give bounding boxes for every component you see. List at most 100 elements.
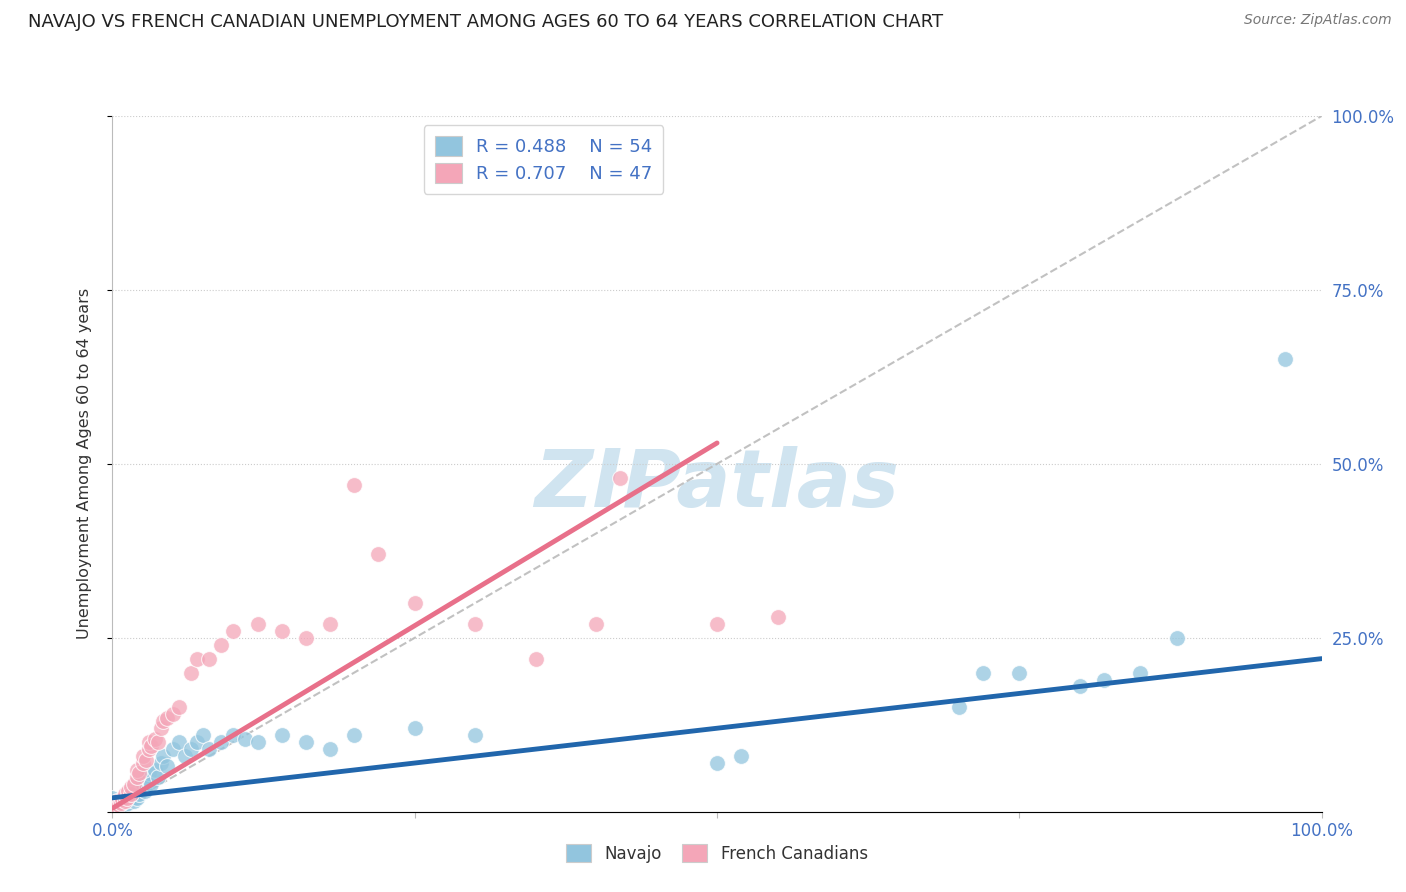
Text: NAVAJO VS FRENCH CANADIAN UNEMPLOYMENT AMONG AGES 60 TO 64 YEARS CORRELATION CHA: NAVAJO VS FRENCH CANADIAN UNEMPLOYMENT A… — [28, 13, 943, 31]
Point — [156, 711, 179, 725]
Point — [114, 797, 136, 812]
Point — [148, 770, 170, 784]
Point — [111, 792, 134, 806]
Point — [122, 790, 145, 805]
Point — [972, 665, 994, 680]
Point — [464, 616, 486, 631]
Point — [186, 735, 208, 749]
Point — [101, 790, 124, 805]
Point — [706, 616, 728, 631]
Point — [948, 700, 970, 714]
Point — [114, 794, 136, 808]
Point — [319, 616, 342, 631]
Point — [1166, 631, 1188, 645]
Y-axis label: Unemployment Among Ages 60 to 64 years: Unemployment Among Ages 60 to 64 years — [77, 288, 91, 640]
Point — [1069, 680, 1091, 694]
Point — [141, 777, 163, 791]
Text: ZIPatlas: ZIPatlas — [534, 446, 900, 524]
Point — [766, 610, 789, 624]
Point — [110, 797, 132, 811]
Point — [110, 794, 132, 808]
Point — [209, 638, 232, 652]
Point — [524, 651, 547, 665]
Point — [107, 801, 129, 815]
Point — [149, 721, 172, 735]
Point — [295, 631, 318, 645]
Point — [132, 780, 155, 795]
Point — [174, 749, 197, 764]
Point — [343, 477, 366, 491]
Point — [706, 756, 728, 770]
Point — [141, 739, 163, 753]
Point — [132, 749, 155, 764]
Point — [730, 749, 752, 764]
Point — [152, 714, 174, 729]
Point — [198, 651, 221, 665]
Legend: Navajo, French Canadians: Navajo, French Canadians — [560, 838, 875, 870]
Point — [180, 742, 202, 756]
Point — [138, 735, 160, 749]
Point — [132, 777, 155, 791]
Point — [152, 749, 174, 764]
Point — [1092, 673, 1115, 687]
Point — [104, 801, 127, 815]
Point — [167, 700, 190, 714]
Point — [246, 735, 269, 749]
Point — [132, 756, 155, 770]
Point — [222, 728, 245, 742]
Point — [125, 790, 148, 805]
Point — [115, 790, 138, 805]
Point — [128, 766, 150, 780]
Point — [319, 742, 342, 756]
Point — [105, 794, 128, 808]
Point — [270, 624, 292, 638]
Point — [125, 770, 148, 784]
Point — [125, 784, 148, 798]
Text: Source: ZipAtlas.com: Source: ZipAtlas.com — [1244, 13, 1392, 28]
Point — [135, 753, 157, 767]
Point — [111, 799, 134, 814]
Point — [128, 788, 150, 801]
Point — [149, 756, 172, 770]
Point — [235, 731, 257, 746]
Point — [107, 797, 129, 812]
Point — [143, 731, 166, 746]
Point — [367, 547, 389, 561]
Point — [246, 616, 269, 631]
Point — [167, 735, 190, 749]
Point — [343, 728, 366, 742]
Point — [464, 728, 486, 742]
Point — [180, 665, 202, 680]
Point — [134, 784, 156, 798]
Point — [1274, 352, 1296, 367]
Point — [1008, 665, 1031, 680]
Point — [209, 735, 232, 749]
Point — [117, 784, 139, 798]
Point — [186, 651, 208, 665]
Point — [115, 794, 138, 808]
Point — [122, 777, 145, 791]
Point — [143, 763, 166, 777]
Point — [117, 797, 139, 811]
Point — [114, 788, 136, 801]
Point — [148, 735, 170, 749]
Point — [138, 766, 160, 780]
Point — [404, 596, 426, 610]
Point — [198, 742, 221, 756]
Point — [270, 728, 292, 742]
Point — [585, 616, 607, 631]
Point — [125, 763, 148, 777]
Point — [295, 735, 318, 749]
Point — [222, 624, 245, 638]
Point — [404, 721, 426, 735]
Point — [162, 742, 184, 756]
Point — [156, 759, 179, 773]
Point — [138, 773, 160, 788]
Point — [122, 794, 145, 808]
Point — [120, 792, 142, 806]
Point — [191, 728, 214, 742]
Point — [105, 797, 128, 812]
Point — [114, 790, 136, 805]
Point — [101, 797, 124, 812]
Point — [120, 788, 142, 801]
